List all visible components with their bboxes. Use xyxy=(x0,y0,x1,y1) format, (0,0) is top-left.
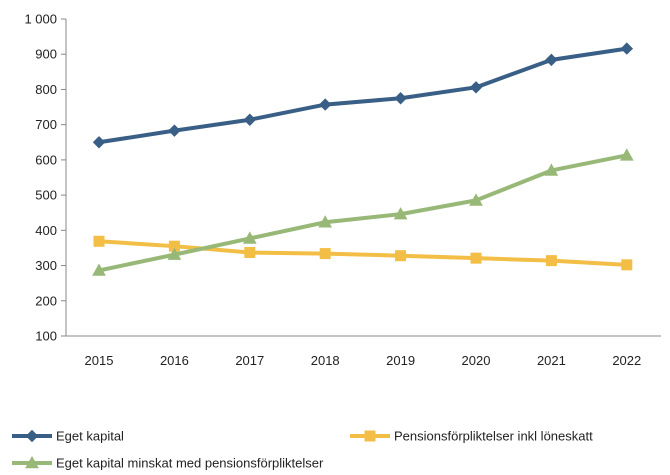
y-tick-label: 800 xyxy=(35,82,57,97)
data-point-square xyxy=(244,247,256,259)
data-point-triangle xyxy=(544,163,559,176)
x-axis: 2015 2016 2017 2018 2019 2020 2021 2022 xyxy=(66,335,661,368)
x-tick-label: 2020 xyxy=(462,353,491,368)
data-point-triangle xyxy=(318,215,333,228)
legend: Eget kapital Pensionsförpliktelser inkl l… xyxy=(12,429,593,471)
series-0 xyxy=(92,42,634,149)
data-point-diamond xyxy=(25,429,39,443)
y-tick-label: 300 xyxy=(35,258,57,273)
data-point-diamond xyxy=(469,81,483,94)
legend-item: Eget kapital xyxy=(12,429,124,444)
y-axis: 100 200 300 400 500 600 700 800 900 1 000 xyxy=(24,12,67,344)
data-point-diamond xyxy=(168,124,181,137)
data-point-triangle xyxy=(25,455,39,469)
data-point-square xyxy=(364,430,376,442)
data-point-square xyxy=(470,252,482,264)
data-point-diamond xyxy=(545,53,558,67)
data-point-diamond xyxy=(620,42,634,55)
series-1 xyxy=(93,235,633,271)
data-point-square xyxy=(395,250,407,262)
data-point-diamond xyxy=(92,136,106,149)
series-line xyxy=(97,239,629,267)
x-tick-label: 2022 xyxy=(612,353,641,368)
y-tick-label: 600 xyxy=(35,152,57,167)
y-tick-label: 100 xyxy=(35,329,57,344)
data-point-triangle xyxy=(242,231,257,244)
y-tick-label: 400 xyxy=(35,223,57,238)
y-tick-label: 200 xyxy=(35,293,57,308)
legend-label: Eget kapital minskat med pensionsförplik… xyxy=(56,456,324,471)
data-point-triangle xyxy=(393,207,408,220)
series-layer xyxy=(92,42,634,276)
legend-label: Eget kapital xyxy=(56,429,124,444)
data-point-triangle xyxy=(469,193,483,206)
y-tick-label: 700 xyxy=(35,117,57,132)
y-tick-label: 500 xyxy=(35,188,57,203)
series-line xyxy=(97,153,629,273)
series-line xyxy=(97,46,629,145)
data-point-square xyxy=(621,259,633,271)
x-tick-label: 2021 xyxy=(537,353,566,368)
x-tick-label: 2018 xyxy=(311,353,340,368)
data-point-square xyxy=(93,235,105,247)
series-2 xyxy=(92,148,634,276)
data-point-diamond xyxy=(394,92,407,105)
data-point-square xyxy=(545,255,557,267)
data-point-diamond xyxy=(318,98,332,111)
legend-item: Pensionsförpliktelser inkl löneskatt xyxy=(350,429,593,444)
data-point-square xyxy=(319,248,331,260)
y-tick-label: 1 000 xyxy=(24,12,57,27)
y-tick-label: 900 xyxy=(35,47,57,62)
x-tick-label: 2017 xyxy=(235,353,264,368)
legend-label: Pensionsförpliktelser inkl löneskatt xyxy=(394,429,593,444)
x-tick-label: 2016 xyxy=(160,353,189,368)
legend-item: Eget kapital minskat med pensionsförplik… xyxy=(12,456,324,471)
data-point-triangle xyxy=(92,263,106,276)
data-point-diamond xyxy=(243,113,257,126)
x-tick-label: 2015 xyxy=(85,353,114,368)
data-point-triangle xyxy=(619,148,634,161)
x-tick-label: 2019 xyxy=(386,353,415,368)
data-point-triangle xyxy=(167,247,182,260)
